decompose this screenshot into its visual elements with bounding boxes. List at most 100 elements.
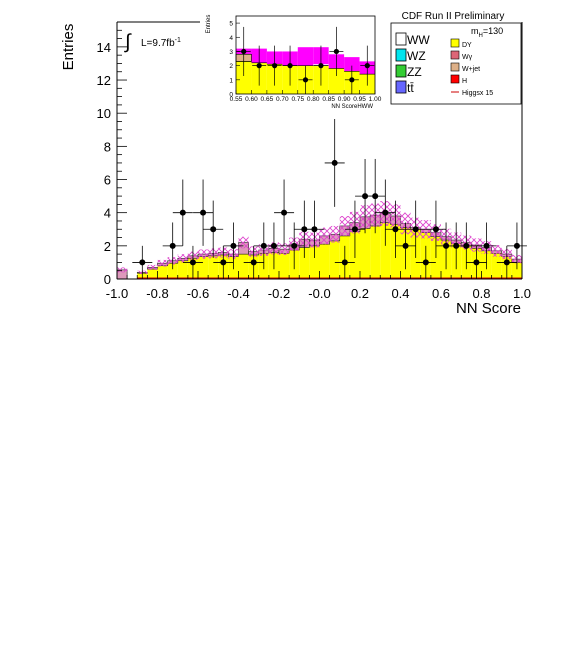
inset-y-axis-label: Entries — [206, 15, 212, 34]
x-tick-labels: -1.0 -0.8 -0.6 -0.4 -0.2 -0.0 0.2 0.4 0.6 0.8 1.0 — [106, 286, 531, 301]
dy-bar — [299, 247, 310, 279]
dy-bar — [238, 254, 249, 279]
data-point — [453, 242, 460, 249]
inset-band-bin — [344, 57, 360, 72]
data-point — [473, 259, 480, 266]
data-point — [402, 242, 409, 249]
inset-data-point — [349, 77, 355, 83]
legend-label: WZ — [407, 49, 426, 63]
inset-dy-bar — [328, 68, 345, 94]
data-point — [281, 209, 288, 216]
dy-bar — [319, 244, 330, 279]
uncertainty-bin — [491, 245, 502, 257]
inset-y-tick-label: 4 — [229, 35, 233, 42]
inset-y-tick-label: 1 — [229, 77, 233, 84]
uncertainty-bin — [198, 249, 209, 259]
data-point — [443, 242, 450, 249]
inset-x-tick-label: 0.95 — [353, 96, 366, 103]
dy-bar — [511, 262, 522, 279]
uncertainty-bin — [238, 236, 249, 249]
inset-data-point — [287, 63, 293, 69]
inset-y-tick-labels: 0 1 2 3 4 5 — [229, 21, 233, 99]
dy-bar — [329, 240, 340, 279]
data-point — [270, 242, 277, 249]
data-point — [301, 226, 308, 233]
dy-bar — [491, 253, 502, 279]
legend-swatch — [450, 50, 460, 60]
y-tick-labels: 0 2 4 6 8 10 12 14 — [97, 40, 111, 287]
inset-x-tick-labels: 0.55 0.60 0.65 0.70 0.75 0.80 0.85 0.90 0.95 1.00 — [230, 96, 382, 103]
inset-x-tick-label: 0.60 — [245, 96, 258, 103]
data-point — [483, 242, 490, 249]
x-tick-label: -0.0 — [308, 286, 330, 301]
axes — [116, 21, 523, 280]
y-axis-label: Entries — [60, 24, 77, 71]
inset-x-axis-label: NN ScoreHWW — [331, 104, 373, 110]
legend-left-column: WW WZ ZZ tt̄ — [395, 32, 430, 95]
uncertainty-bin — [329, 225, 340, 243]
inset-axes — [235, 15, 376, 95]
dy-bar — [370, 225, 381, 279]
inset-band-bin — [297, 47, 314, 68]
lumi-label: L=9.7fb-1 — [141, 37, 181, 49]
data-point — [463, 242, 470, 249]
dy-bar — [279, 253, 290, 279]
dy-bar — [208, 255, 219, 279]
legend-label: ZZ — [407, 65, 422, 79]
inset-data-points — [236, 26, 375, 94]
inset-x-tick-label: 0.70 — [276, 96, 289, 103]
data-point — [200, 209, 207, 216]
uncertainty-bin — [147, 264, 158, 270]
inset-x-tick-label: 0.55 — [230, 96, 243, 103]
dy-bar — [147, 269, 158, 279]
legend-swatch — [395, 48, 407, 62]
header-title: CDF Run II Preliminary — [402, 11, 505, 22]
data-point — [220, 259, 227, 266]
inset-data-point — [256, 63, 262, 69]
y-tick-label: 8 — [104, 139, 111, 154]
x-tick-label: 0.2 — [351, 286, 369, 301]
data-point — [513, 242, 520, 249]
inset-x-tick-label: 1.00 — [369, 96, 382, 103]
data-point — [250, 259, 257, 266]
inset-data-point — [333, 48, 339, 55]
legend-right-column: DY Wγ W+jet H Higgsx 15 — [450, 38, 493, 97]
data-point — [260, 242, 267, 249]
header-box — [388, 8, 521, 22]
y-tick-label: 14 — [97, 40, 111, 55]
data-point — [392, 226, 399, 233]
data-point — [362, 193, 369, 200]
inset-x-tick-label: 0.80 — [307, 96, 320, 103]
legend-label: Wγ — [462, 54, 473, 61]
y-tick-label: 0 — [104, 272, 111, 287]
data-point — [139, 259, 146, 266]
data-point — [432, 226, 439, 233]
data-point — [210, 226, 217, 233]
data-point — [412, 226, 419, 233]
inset-y-tick-label: 5 — [229, 21, 233, 28]
uncertainty-bin — [319, 227, 330, 245]
x-tick-label: 1.0 — [513, 286, 531, 301]
uncertainty-bin — [117, 267, 128, 273]
x-tick-label: 0.8 — [472, 286, 490, 301]
data-point — [230, 242, 237, 249]
y-tick-label: 10 — [97, 106, 111, 121]
x-axis-label: NN Score — [456, 300, 521, 317]
legend-swatch — [395, 80, 407, 94]
uncertainty-bin — [339, 215, 350, 236]
x-tick-label: 0.4 — [391, 286, 409, 301]
x-tick-label: -0.8 — [146, 286, 168, 301]
legend-swatch — [450, 38, 460, 48]
inset-x-tick-label: 0.85 — [322, 96, 335, 103]
inset-x-tick-label: 0.65 — [261, 96, 274, 103]
x-tick-label: -0.2 — [268, 286, 290, 301]
inset-y-tick-label: 0 — [229, 92, 233, 99]
inset-y-tick-label: 3 — [229, 49, 233, 56]
inset-x-tick-label: 0.75 — [291, 96, 304, 103]
inset-data-point — [272, 63, 278, 69]
inset-plot: 0.55 0.60 0.65 0.70 0.75 0.80 0.85 0.90 0.95 1.00… — [202, 8, 382, 110]
dy-bar — [167, 263, 178, 279]
x-tick-label: 0.6 — [432, 286, 450, 301]
data-point — [341, 259, 348, 266]
